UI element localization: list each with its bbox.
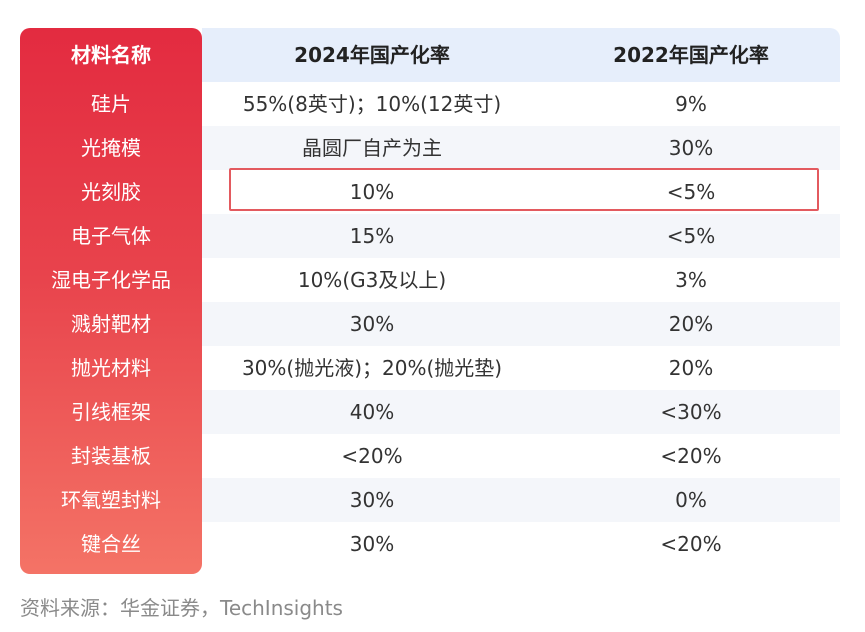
header-2022-rate: 2022年国产化率 [613,43,769,67]
table-cell-material: 环氧塑封料 [61,488,161,512]
header-material-name: 材料名称 [71,43,151,67]
table-cell-material: 电子气体 [71,224,151,248]
row-band [202,302,840,346]
table-cell-material: 溅射靶材 [71,312,151,336]
table-cell-2022-rate: 20% [668,312,714,336]
table-cell-2024-rate: 10%(G3及以上) [297,268,447,292]
table-cell-material: 光掩模 [81,136,141,160]
table-cell-2022-rate: 3% [675,268,707,292]
table-cell-material: 键合丝 [81,532,141,556]
table-cell-material: 硅片 [91,92,131,116]
highlight-box-photoresist [229,168,819,211]
table-cell-2024-rate: 30%(抛光液)；20%(抛光垫) [241,356,503,380]
table-cell-2022-rate: <20% [660,532,722,556]
source-note: 资料来源：华金证券，TechInsights [20,596,343,620]
row-band [202,214,840,258]
table-cell-material: 抛光材料 [71,356,151,380]
table-cell-2024-rate: 晶圆厂自产为主 [302,136,442,160]
table-cell-2024-rate: 30% [349,312,395,336]
table-cell-2022-rate: <20% [660,444,722,468]
row-band [202,126,840,170]
table-cell-2024-rate: 10% [349,180,395,204]
table-cell-2024-rate: 15% [349,224,395,248]
header-2024-rate: 2024年国产化率 [294,43,450,67]
table-cell-material: 封装基板 [71,444,151,468]
table-cell-2024-rate: 30% [349,488,395,512]
table-cell-material: 引线框架 [71,400,151,424]
table-cell-2022-rate: 30% [668,136,714,160]
table-cell-material: 湿电子化学品 [51,268,171,292]
table-cell-2022-rate: <5% [666,224,716,248]
header-row-bg [202,28,840,82]
table-cell-2022-rate: 20% [668,356,714,380]
table-cell-2022-rate: <5% [666,180,716,204]
table-cell-2022-rate: <30% [660,400,722,424]
table-cell-2024-rate: <20% [341,444,403,468]
material-name-column-bg [20,28,202,574]
material-table: 材料名称 2024年国产化率 2022年国产化率 硅片 55%(8英寸)；10%(… [20,28,840,574]
table-cell-2022-rate: 0% [675,488,707,512]
table-cell-material: 光刻胶 [81,180,141,204]
row-band [202,478,840,522]
table-cell-2024-rate: 55%(8英寸)；10%(12英寸) [242,92,502,116]
row-band [202,390,840,434]
table-cell-2024-rate: 30% [349,532,395,556]
table-cell-2024-rate: 40% [349,400,395,424]
table-cell-2022-rate: 9% [675,92,707,116]
